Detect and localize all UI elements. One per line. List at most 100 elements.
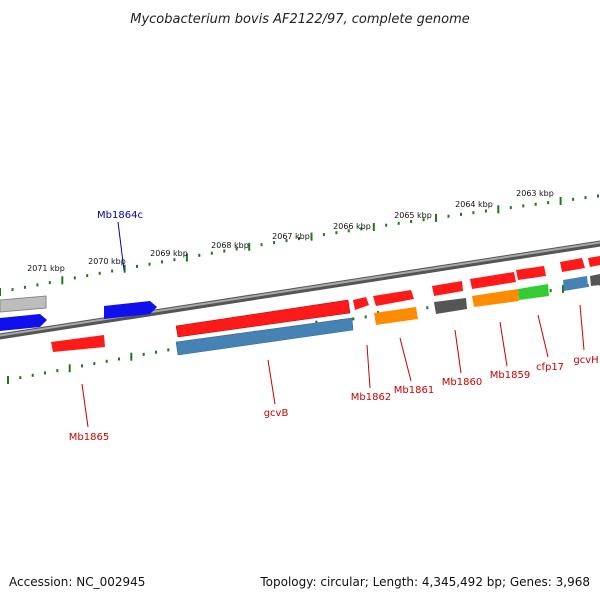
- scale-tick-minor: [360, 227, 363, 231]
- scale-tick-minor: [223, 249, 226, 253]
- leader-mb1865: [81, 383, 89, 428]
- cds-feature-cfp17[interactable]: [518, 284, 549, 300]
- scale-tick-minor: [534, 202, 537, 206]
- scale-tick-minor: [322, 233, 325, 237]
- scale-tick-major: [310, 232, 313, 241]
- scale-tick-minor: [23, 285, 26, 289]
- scale-label: 2067 kbp: [272, 232, 310, 241]
- scale-tick-minor: [410, 220, 413, 223]
- scale-tick-major: [61, 276, 64, 285]
- scale-tick-major: [435, 213, 437, 222]
- scale-tick-minor: [472, 211, 475, 215]
- scale-tick-minor: [352, 317, 355, 321]
- scale-label: 2065 kbp: [394, 211, 432, 220]
- forward-strand-features: [0, 256, 600, 338]
- scale-tick-minor: [235, 247, 238, 251]
- gene-label-mb1864c[interactable]: Mb1864c: [97, 210, 143, 221]
- scale-tick-major: [248, 242, 251, 251]
- scale-tick-minor: [572, 197, 575, 201]
- scale-label: 2070 kbp: [88, 257, 126, 266]
- leader-cfp17: [537, 314, 549, 358]
- scale-tick-major: [562, 284, 564, 293]
- scale-tick-minor: [597, 194, 599, 198]
- scale-tick-major: [372, 223, 375, 231]
- cds-feature-gcvB[interactable]: [175, 317, 354, 356]
- gene-label-mb1861[interactable]: Mb1861: [394, 385, 434, 396]
- scale-tick-minor: [155, 350, 157, 354]
- gene-feature[interactable]: [0, 295, 47, 313]
- leader-gcvB: [267, 359, 276, 405]
- scale-tick-major: [7, 376, 9, 384]
- genome-backbone-highlight: [0, 241, 600, 337]
- gene-feature-mb1859[interactable]: [470, 272, 516, 289]
- gene-feature-mb1862[interactable]: [353, 297, 369, 310]
- leader-mb1861: [399, 337, 412, 382]
- scale-tick-minor: [422, 218, 425, 222]
- scale-tick-minor: [56, 369, 59, 373]
- scale-tick-minor: [105, 359, 108, 363]
- cds-feature-mb1859[interactable]: [472, 289, 519, 307]
- scale-label: 2063 kbp: [516, 189, 554, 198]
- outer-scale-ticks: [0, 194, 599, 296]
- gene-label-mb1860[interactable]: Mb1860: [442, 377, 482, 388]
- cds-feature-mb1861[interactable]: [374, 307, 418, 325]
- scale-tick-minor: [148, 262, 151, 266]
- scale-tick-minor: [547, 201, 550, 205]
- gene-label-gcvH[interactable]: gcvH: [573, 355, 598, 366]
- scale-tick-minor: [397, 221, 400, 225]
- scale-tick-minor: [111, 269, 114, 273]
- gene-feature-gcvH[interactable]: [560, 258, 585, 272]
- scale-tick-major: [185, 253, 188, 262]
- scale-tick-minor: [385, 223, 388, 227]
- scale-tick-minor: [198, 253, 201, 257]
- gene-feature-mb1864c[interactable]: [0, 314, 47, 331]
- gene-feature[interactable]: [588, 256, 600, 267]
- scale-tick-minor: [86, 274, 89, 278]
- label-leaders: [81, 221, 585, 428]
- cds-feature-mb1860[interactable]: [434, 298, 467, 314]
- gene-feature-cfp17[interactable]: [516, 266, 546, 280]
- scale-tick-minor: [298, 237, 300, 241]
- scale-tick-minor: [584, 196, 587, 200]
- gene-label-mb1859[interactable]: Mb1859: [490, 370, 530, 381]
- scale-tick-minor: [19, 376, 22, 380]
- scale-tick-minor: [426, 306, 429, 310]
- scale-label: 2069 kbp: [150, 249, 188, 258]
- scale-tick-minor: [509, 206, 512, 210]
- gene-label-mb1865[interactable]: Mb1865: [69, 432, 109, 443]
- gene-feature-mb1860[interactable]: [432, 281, 463, 296]
- scale-tick-major: [68, 364, 71, 373]
- cds-feature-gcvH[interactable]: [563, 276, 588, 291]
- scale-label: 2071 kbp: [27, 264, 65, 273]
- gene-feature-mb1864c[interactable]: [104, 301, 157, 319]
- gene-feature-gcvB[interactable]: [175, 299, 351, 338]
- cds-feature[interactable]: [590, 274, 600, 286]
- accession-text: Accession: NC_002945: [9, 575, 145, 589]
- scale-tick-minor: [93, 362, 96, 366]
- scale-labels: 2071 kbp 2070 kbp 2069 kbp 2068 kbp 2067…: [27, 189, 554, 273]
- leader-mb1862: [366, 344, 371, 389]
- scale-tick-minor: [31, 373, 34, 377]
- leader-mb1864c: [117, 221, 125, 271]
- gene-label-cfp17[interactable]: cfp17: [536, 362, 564, 373]
- gene-feature-mb1865[interactable]: [51, 335, 105, 352]
- scale-label: 2068 kbp: [211, 241, 249, 250]
- scale-tick-minor: [167, 348, 170, 352]
- cds-features: [51, 274, 600, 356]
- scale-label: 2066 kbp: [333, 222, 371, 231]
- gene-feature-mb1861[interactable]: [373, 290, 414, 306]
- scale-tick-minor: [142, 352, 145, 356]
- scale-label: 2064 kbp: [455, 200, 493, 209]
- gene-labels: Mb1864c Mb1865 gcvB Mb1862 Mb1861 Mb1860…: [69, 210, 599, 443]
- scale-tick-major: [123, 264, 126, 273]
- scale-tick-major: [0, 288, 1, 296]
- scale-tick-minor: [260, 243, 263, 247]
- scale-tick-minor: [484, 209, 487, 213]
- scale-tick-minor: [285, 239, 288, 243]
- scale-tick-major: [559, 196, 562, 205]
- gene-label-mb1862[interactable]: Mb1862: [351, 392, 391, 403]
- genome-summary-text: Topology: circular; Length: 4,345,492 bp…: [259, 575, 590, 589]
- scale-tick-major: [130, 352, 133, 361]
- gene-label-gcvB[interactable]: gcvB: [264, 408, 289, 419]
